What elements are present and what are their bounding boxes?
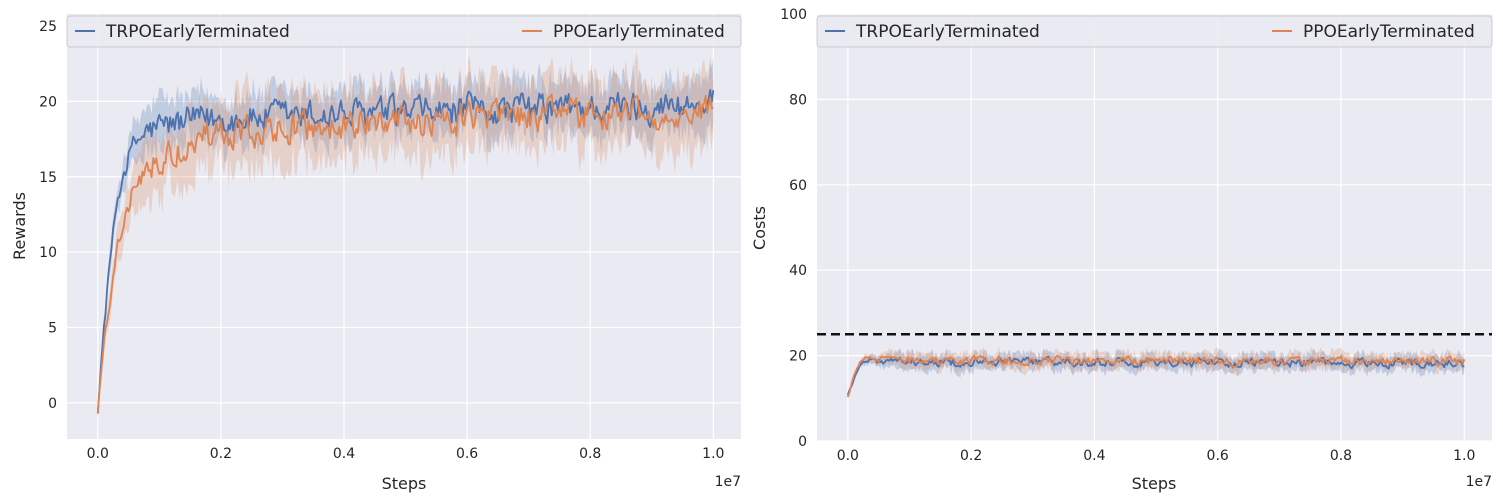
costs-y-tick-label: 100 bbox=[780, 7, 807, 23]
costs-x-tick-label: 0.0 bbox=[837, 448, 859, 464]
rewards-legend: TRPOEarlyTerminated PPOEarlyTerminated bbox=[66, 15, 742, 48]
rewards-line-ppo bbox=[96, 93, 714, 414]
rewards-legend-box bbox=[66, 15, 742, 48]
costs-x-tick-label: 0.2 bbox=[960, 448, 982, 464]
rewards-x-tick-label: 0.4 bbox=[333, 446, 355, 462]
costs-line-trpo bbox=[846, 355, 1465, 396]
rewards-legend-label-ppo: PPOEarlyTerminated bbox=[553, 22, 725, 42]
rewards-x-tick-label: 1.0 bbox=[702, 446, 724, 462]
rewards-y-tick-labels: 0 5 10 15 20 25 bbox=[39, 19, 57, 412]
costs-legend-label-trpo: TRPOEarlyTerminated bbox=[855, 22, 1040, 42]
costs-x-axis-label: Steps bbox=[1132, 474, 1177, 493]
costs-legend-box bbox=[816, 15, 1493, 48]
costs-y-tick-label: 20 bbox=[789, 349, 807, 365]
rewards-x-tick-label: 0.8 bbox=[579, 446, 601, 462]
rewards-x-tick-label: 0.0 bbox=[87, 446, 109, 462]
costs-x-tick-label: 0.6 bbox=[1207, 448, 1229, 464]
costs-plot-area bbox=[817, 14, 1492, 441]
costs-y-tick-label: 40 bbox=[789, 263, 807, 279]
costs-legend: TRPOEarlyTerminated PPOEarlyTerminated bbox=[816, 15, 1493, 48]
costs-x-offset-label: 1e7 bbox=[1466, 474, 1492, 490]
rewards-panel: 0.0 0.2 0.4 0.6 0.8 1.0 0 5 10 15 20 25 Steps Rewa… bbox=[10, 14, 742, 493]
rewards-line-trpo bbox=[96, 89, 715, 414]
costs-y-tick-label: 60 bbox=[789, 178, 807, 194]
costs-x-tick-label: 0.8 bbox=[1330, 448, 1352, 464]
rewards-x-offset-label: 1e7 bbox=[715, 474, 741, 490]
rewards-confidence-bands bbox=[97, 51, 714, 421]
costs-series-lines bbox=[846, 354, 1466, 398]
rewards-band-trpo bbox=[97, 56, 714, 418]
costs-gridlines bbox=[817, 13, 1492, 442]
costs-y-tick-label: 0 bbox=[798, 434, 807, 450]
rewards-y-tick-label: 25 bbox=[39, 19, 57, 35]
rewards-y-axis-label: Rewards bbox=[10, 192, 29, 260]
rewards-x-tick-labels: 0.0 0.2 0.4 0.6 0.8 1.0 bbox=[87, 446, 725, 462]
rewards-y-tick-label: 0 bbox=[48, 396, 57, 412]
costs-x-tick-label: 1.0 bbox=[1453, 448, 1475, 464]
costs-x-tick-label: 0.4 bbox=[1083, 448, 1105, 464]
rewards-x-tick-label: 0.2 bbox=[210, 446, 232, 462]
rewards-y-tick-label: 10 bbox=[39, 245, 57, 261]
costs-legend-label-ppo: PPOEarlyTerminated bbox=[1303, 22, 1475, 42]
rewards-x-axis-label: Steps bbox=[382, 474, 427, 493]
rewards-y-tick-label: 5 bbox=[48, 320, 57, 336]
rewards-x-tick-label: 0.6 bbox=[456, 446, 478, 462]
costs-y-tick-labels: 0 20 40 60 80 100 bbox=[780, 7, 807, 450]
costs-panel: 0.0 0.2 0.4 0.6 0.8 1.0 0 20 40 60 80 100 Steps Co… bbox=[750, 7, 1493, 493]
rewards-legend-label-trpo: TRPOEarlyTerminated bbox=[105, 22, 290, 42]
costs-y-axis-label: Costs bbox=[750, 206, 769, 250]
costs-x-tick-labels: 0.0 0.2 0.4 0.6 0.8 1.0 bbox=[837, 448, 1476, 464]
rewards-series-lines bbox=[96, 89, 715, 414]
rewards-band-ppo bbox=[97, 51, 714, 421]
costs-line-ppo bbox=[846, 354, 1466, 398]
rewards-y-tick-label: 15 bbox=[39, 170, 57, 186]
costs-y-tick-label: 80 bbox=[789, 92, 807, 108]
rewards-plot-area bbox=[67, 14, 741, 439]
rewards-y-tick-label: 20 bbox=[39, 94, 57, 110]
